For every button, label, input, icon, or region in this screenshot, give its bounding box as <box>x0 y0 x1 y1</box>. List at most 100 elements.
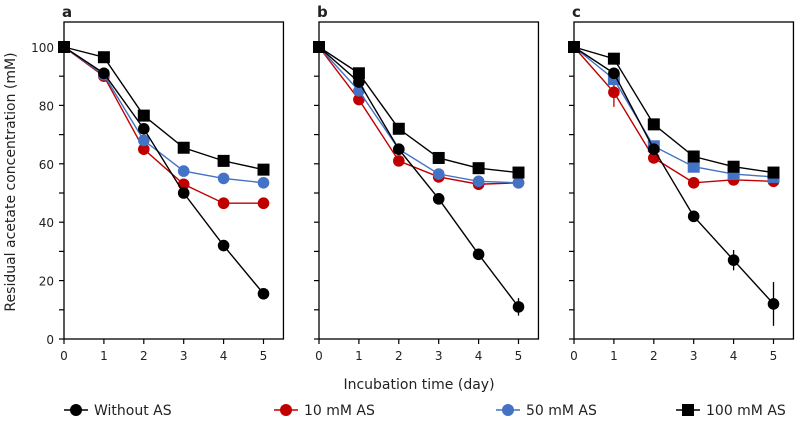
data-point <box>687 160 700 173</box>
legend-label: 10 mM AS <box>304 403 375 419</box>
panel-c: c 0 1 2 3 4 5 <box>568 3 795 363</box>
data-point <box>432 193 445 205</box>
data-point <box>767 166 780 179</box>
panel-b: b 0 1 2 3 4 5 <box>313 3 540 363</box>
legend-marker <box>502 404 514 416</box>
plot-frame <box>318 21 540 340</box>
x-tick-label: 1 <box>100 349 108 363</box>
data-point <box>217 154 230 167</box>
data-point <box>58 41 70 53</box>
data-point <box>512 301 525 313</box>
legend-item: 100 mM AS <box>676 403 786 419</box>
series-10-mm-as <box>58 41 270 210</box>
plot-frame <box>573 21 795 340</box>
data-point <box>352 67 365 80</box>
data-point <box>647 118 660 131</box>
series-line <box>573 46 774 184</box>
data-point <box>392 122 405 135</box>
x-tick-label: 0 <box>60 349 68 363</box>
data-point <box>217 197 230 210</box>
data-point <box>353 93 365 106</box>
data-point <box>97 51 110 64</box>
x-tick-label: 5 <box>260 349 268 363</box>
data-point <box>432 151 445 164</box>
legend-item: 50 mM AS <box>496 403 597 419</box>
panel-label: b <box>317 3 328 21</box>
data-point <box>217 239 230 252</box>
data-point <box>138 134 150 147</box>
data-point <box>138 122 150 135</box>
data-point <box>138 143 150 155</box>
y-tick-label: 0 <box>46 333 54 347</box>
plot-frame <box>63 21 285 340</box>
y-axis-label: Residual acetate concentration (mM) <box>3 52 19 311</box>
series-line <box>573 46 775 305</box>
data-point <box>98 67 110 80</box>
x-tick-label: 4 <box>220 349 228 363</box>
data-point <box>432 168 445 180</box>
data-point <box>727 254 740 266</box>
series-without-as <box>58 41 270 300</box>
x-tick-label: 3 <box>690 349 698 363</box>
data-point <box>727 160 740 173</box>
x-axis-label: Incubation time (day) <box>343 377 494 393</box>
data-point <box>472 162 485 175</box>
x-tick-label: 5 <box>515 349 523 363</box>
x-tick-label: 1 <box>355 349 363 363</box>
data-point <box>608 67 620 80</box>
data-point <box>257 287 270 300</box>
legend-marker <box>280 404 292 416</box>
y-tick-label: 40 <box>39 216 54 230</box>
legend-marker <box>682 404 694 416</box>
panel-label: a <box>62 3 72 21</box>
series-line <box>573 46 774 174</box>
series-100-mm-as <box>58 41 270 176</box>
y-tick-label: 20 <box>39 275 54 289</box>
series-line <box>63 46 264 184</box>
series-line <box>318 46 519 185</box>
y-tick-label: 100 <box>31 41 54 55</box>
data-point <box>648 143 660 155</box>
series-100-mm-as <box>568 41 780 179</box>
data-point <box>257 176 270 189</box>
x-tick-label: 2 <box>395 349 403 363</box>
series-line <box>573 46 774 178</box>
data-point <box>217 172 230 185</box>
data-point <box>767 298 780 310</box>
y-tick-label: 60 <box>39 158 54 172</box>
series-100-mm-as <box>313 41 525 179</box>
data-point <box>313 41 325 53</box>
data-point <box>393 143 405 155</box>
y-tick-label: 80 <box>39 99 54 113</box>
data-point <box>472 175 485 188</box>
series-line <box>63 46 265 295</box>
x-tick-label: 0 <box>570 349 578 363</box>
x-tick-label: 2 <box>650 349 658 363</box>
legend-marker <box>70 404 82 416</box>
x-tick-label: 0 <box>315 349 323 363</box>
data-point <box>687 210 700 223</box>
panel-label: c <box>572 3 581 21</box>
data-point <box>512 166 525 179</box>
data-point <box>608 86 620 99</box>
data-point <box>257 197 270 210</box>
data-point <box>177 165 190 177</box>
data-point <box>393 155 405 167</box>
series-line <box>318 46 520 308</box>
legend: Without AS 10 mM AS 50 mM AS 100 mM AS <box>64 403 786 419</box>
series-line <box>318 46 519 174</box>
series-line <box>63 46 264 204</box>
series-without-as <box>568 41 780 326</box>
legend-label: 100 mM AS <box>706 403 786 419</box>
data-point <box>137 109 150 122</box>
x-tick-label: 3 <box>435 349 443 363</box>
data-point <box>607 52 620 65</box>
data-point <box>177 187 190 199</box>
x-tick-label: 1 <box>610 349 618 363</box>
series-without-as <box>313 41 525 316</box>
data-point <box>472 248 485 261</box>
legend-label: 50 mM AS <box>526 403 597 419</box>
data-point <box>257 163 270 176</box>
series-50-mm-as <box>568 41 780 183</box>
x-tick-label: 4 <box>475 349 483 363</box>
